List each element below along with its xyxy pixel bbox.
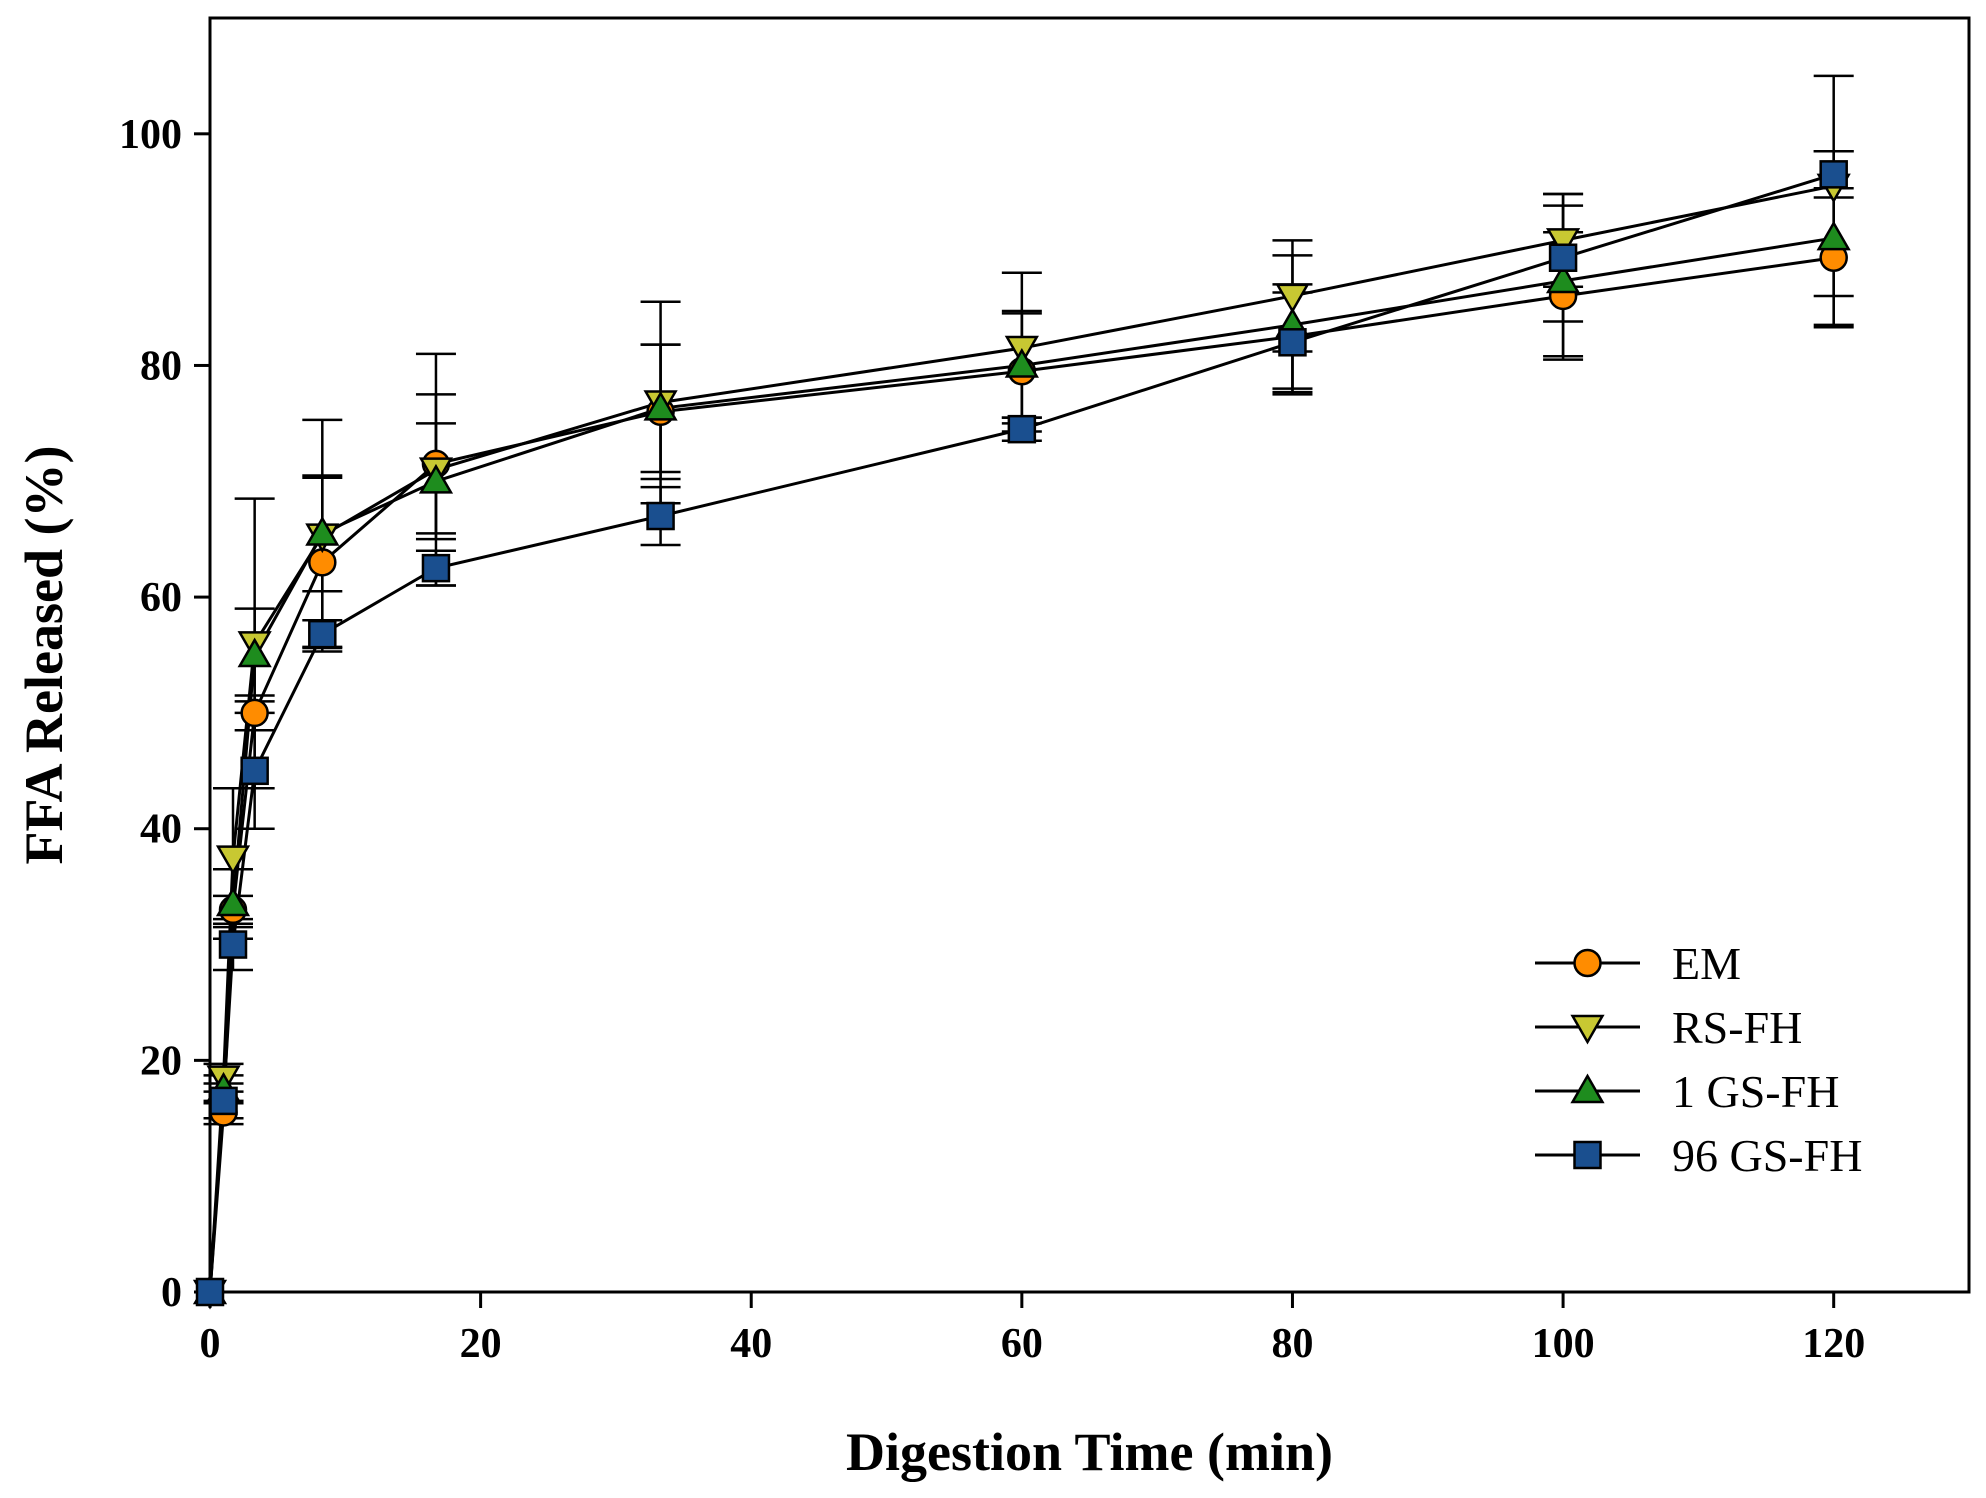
x-tick-label: 0	[200, 1321, 221, 1367]
data-point-96-gs-fh	[1548, 243, 1578, 272]
y-tick-label: 20	[140, 1038, 182, 1084]
series-markers	[192, 160, 1851, 1310]
data-point-1-gs-fh	[418, 463, 454, 494]
legend-item-1-gs-fh: 1 GS-FH	[1535, 1066, 1839, 1117]
data-point-96-gs-fh	[308, 619, 337, 649]
legend-label: RS-FH	[1672, 1002, 1802, 1053]
x-tick-label: 80	[1271, 1321, 1313, 1367]
data-point-1-gs-fh	[215, 886, 251, 917]
data-point-96-gs-fh	[240, 756, 269, 786]
y-tick-label: 100	[119, 112, 182, 158]
data-point-rs-fh	[215, 845, 251, 876]
legend-label: 1 GS-FH	[1672, 1066, 1839, 1117]
legend-item-96-gs-fh: 96 GS-FH	[1535, 1130, 1862, 1181]
x-tick-label: 100	[1532, 1321, 1595, 1367]
plot-border	[208, 16, 1971, 1294]
data-point-em	[308, 548, 337, 577]
legend-label: 96 GS-FH	[1672, 1130, 1862, 1181]
data-point-96-gs-fh	[1819, 160, 1848, 189]
legend-item-rs-fh: RS-FH	[1535, 1002, 1802, 1053]
x-tick-label: 20	[460, 1321, 502, 1367]
legend-marker	[1573, 1140, 1602, 1170]
legend-marker	[1570, 1014, 1605, 1045]
data-point-1-gs-fh	[237, 637, 272, 668]
data-point-1-gs-fh	[1545, 263, 1581, 294]
y-tick-label: 40	[140, 807, 182, 853]
y-tick-label: 60	[140, 575, 182, 621]
legend: EM RS-FH 1 GS-FH 96 GS-FH	[1535, 938, 1862, 1181]
series-layer	[192, 74, 1854, 1310]
data-point-1-gs-fh	[1004, 347, 1039, 378]
x-axis-ticks: 0 20 40 60 80 100 120	[200, 1292, 1865, 1367]
legend-marker	[1570, 1073, 1605, 1104]
x-axis-title: Digestion Time (min)	[846, 1422, 1333, 1482]
x-tick-label: 120	[1802, 1321, 1865, 1367]
y-tick-label: 0	[161, 1270, 182, 1316]
x-tick-label: 40	[730, 1321, 772, 1367]
y-tick-label: 80	[140, 343, 182, 389]
data-point-1-gs-fh	[643, 390, 678, 421]
legend-label: EM	[1672, 938, 1741, 989]
data-point-96-gs-fh	[218, 930, 248, 959]
legend-item-em: EM	[1535, 938, 1741, 989]
x-tick-label: 60	[1001, 1321, 1043, 1367]
y-axis-ticks: 0 20 40 60 80 100	[119, 112, 210, 1316]
data-point-1-gs-fh	[1816, 220, 1851, 251]
legend-marker	[1573, 948, 1602, 978]
data-point-96-gs-fh	[195, 1277, 225, 1307]
data-point-em	[240, 698, 269, 728]
data-point-96-gs-fh	[421, 553, 451, 583]
data-point-96-gs-fh	[646, 501, 675, 531]
plot-frame	[208, 16, 1971, 1294]
data-point-rs-fh	[1275, 283, 1310, 314]
data-point-96-gs-fh	[1007, 414, 1037, 444]
data-point-1-gs-fh	[305, 515, 340, 546]
data-point-96-gs-fh	[1278, 328, 1307, 357]
y-axis-title: FFA Released (%)	[14, 446, 74, 865]
data-point-rs-fh	[1545, 228, 1581, 258]
data-point-96-gs-fh	[209, 1086, 238, 1116]
